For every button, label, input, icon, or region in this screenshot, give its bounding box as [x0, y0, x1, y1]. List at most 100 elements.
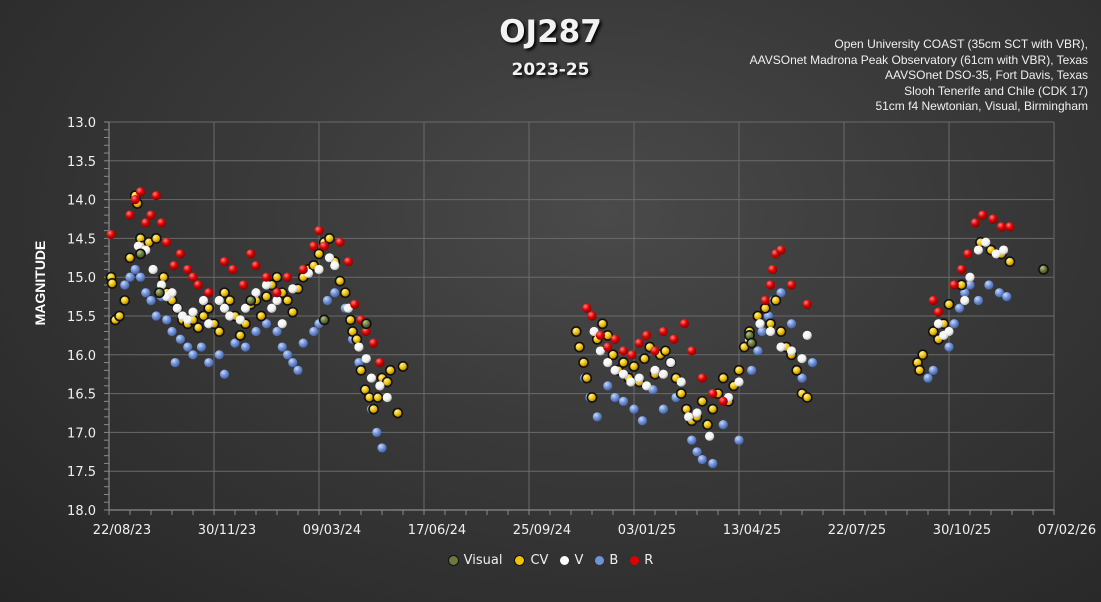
data-point — [192, 322, 204, 334]
data-point — [158, 271, 169, 283]
data-point — [135, 187, 146, 197]
data-point — [702, 419, 713, 431]
data-point — [228, 264, 238, 275]
data-point — [658, 326, 669, 337]
data-point — [125, 210, 135, 220]
data-point — [230, 338, 240, 348]
data-point — [361, 354, 371, 364]
data-point — [675, 388, 687, 399]
data-point — [791, 364, 803, 376]
data-point — [235, 315, 245, 325]
data-point — [188, 307, 198, 317]
data-point — [696, 395, 708, 407]
data-point — [153, 287, 165, 299]
data-point — [124, 252, 136, 264]
data-point — [765, 280, 776, 290]
data-point — [251, 260, 261, 271]
data-point — [343, 257, 353, 267]
data-point — [801, 392, 813, 403]
data-point — [607, 349, 619, 361]
sources-annotation: Open University COAST (35cm SCT with VBR… — [750, 37, 1088, 115]
data-point — [372, 392, 384, 403]
data-point — [183, 264, 193, 275]
data-point — [757, 326, 767, 337]
data-point — [384, 364, 396, 376]
legend-marker-b-icon — [595, 556, 605, 565]
y-tick-label: 18.0 — [67, 504, 96, 519]
data-point — [618, 346, 629, 356]
data-point — [768, 264, 778, 275]
data-point — [272, 326, 282, 337]
data-point — [658, 404, 669, 414]
data-point — [162, 237, 172, 247]
data-point — [368, 403, 379, 415]
data-point — [765, 326, 776, 337]
data-point — [928, 295, 938, 306]
data-point — [106, 278, 118, 289]
data-point — [360, 318, 372, 330]
data-point — [658, 369, 669, 379]
legend-marker-r-icon — [630, 556, 640, 565]
data-point — [172, 303, 182, 313]
data-point — [214, 295, 224, 306]
data-point — [637, 416, 648, 426]
data-point — [595, 346, 606, 356]
data-point — [267, 303, 277, 313]
data-point — [175, 334, 185, 344]
data-point — [718, 396, 728, 406]
data-point — [282, 272, 293, 282]
data-point — [141, 218, 151, 228]
data-point — [366, 373, 377, 383]
legend-item-b[interactable]: B — [595, 553, 618, 568]
data-point — [141, 288, 151, 298]
data-point — [610, 334, 620, 344]
data-point — [146, 295, 156, 306]
data-point — [322, 295, 332, 306]
x-tick-label: 07/02/26 — [1038, 523, 1096, 538]
legend-item-visual[interactable]: Visual — [447, 553, 502, 568]
data-point — [375, 381, 385, 391]
data-point — [965, 280, 975, 290]
data-point — [354, 357, 364, 368]
data-point — [650, 365, 660, 375]
legend-label: CV — [530, 553, 549, 568]
data-point — [156, 218, 167, 228]
data-point — [119, 295, 131, 306]
chart-subtitle: 2023-25 — [511, 60, 590, 80]
data-point — [133, 241, 143, 251]
source-line: Slooh Tenerife and Chile (CDK 17) — [904, 83, 1088, 98]
data-point — [707, 403, 719, 415]
data-point — [219, 369, 230, 379]
data-point — [375, 357, 385, 368]
data-point — [981, 237, 991, 247]
data-point — [135, 248, 146, 260]
x-tick-label: 13/04/25 — [723, 523, 781, 538]
data-point — [687, 346, 697, 356]
data-point — [629, 404, 639, 414]
data-point — [994, 288, 1005, 298]
data-point — [130, 264, 140, 275]
data-point — [114, 310, 125, 322]
data-point — [1005, 222, 1015, 232]
data-point — [692, 447, 702, 457]
data-point — [204, 288, 214, 298]
legend-item-v[interactable]: V — [560, 553, 583, 568]
data-point — [775, 326, 787, 337]
data-point — [225, 311, 235, 321]
data-point — [261, 272, 272, 282]
y-tick-label: 13.0 — [67, 116, 96, 131]
legend-item-cv[interactable]: CV — [514, 553, 548, 568]
data-point — [298, 338, 308, 348]
y-tick-label: 17.0 — [67, 426, 96, 441]
data-point — [943, 298, 955, 310]
data-point — [372, 427, 382, 437]
data-point — [928, 365, 938, 375]
legend-item-r[interactable]: R — [630, 553, 653, 568]
data-point — [770, 295, 782, 306]
legend-marker-visual-icon — [447, 555, 459, 566]
data-point — [776, 288, 786, 298]
data-point — [397, 361, 409, 372]
data-point — [610, 365, 620, 375]
y-tick-label: 13.5 — [67, 155, 96, 170]
y-tick-label: 14.0 — [67, 194, 96, 209]
